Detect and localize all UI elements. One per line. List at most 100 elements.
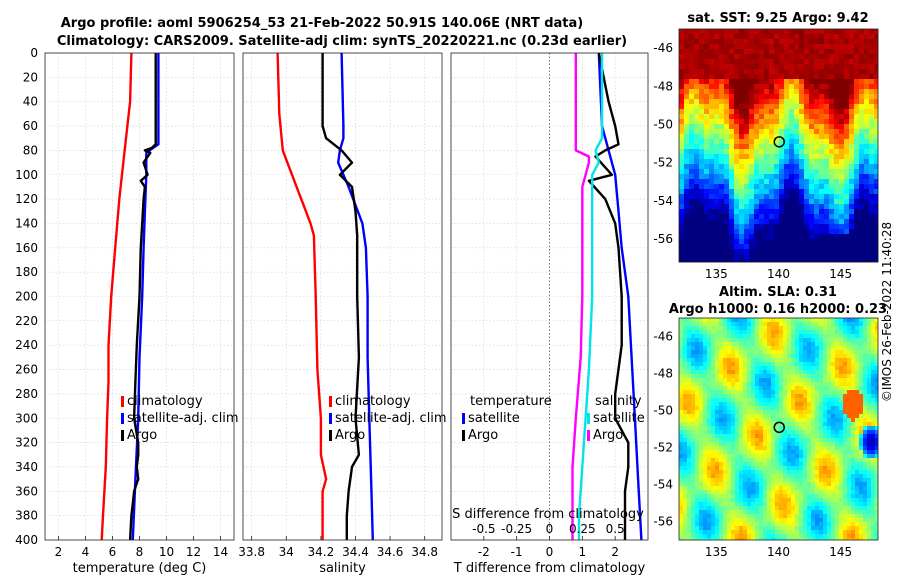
legend-item-swatch bbox=[462, 430, 465, 441]
x-tick-label: 34.4 bbox=[342, 545, 369, 559]
secondary-tick-label: 0 bbox=[546, 522, 554, 536]
map-y-tick-label: -48 bbox=[653, 79, 673, 93]
x-tick-label: 33.8 bbox=[238, 545, 265, 559]
x-axis-label: T difference from climatology bbox=[453, 561, 646, 576]
y-tick-label: 60 bbox=[23, 119, 38, 133]
legend-item-swatch bbox=[121, 413, 124, 424]
map-y-tick-label: -50 bbox=[653, 117, 673, 131]
sla-map-title-line2: Argo h1000: 0.16 h2000: 0.23 bbox=[669, 302, 887, 317]
map-y-tick-label: -54 bbox=[653, 194, 673, 208]
x-tick-label: 0 bbox=[546, 545, 554, 559]
legend-item-swatch bbox=[329, 396, 332, 407]
map-y-tick-label: -48 bbox=[653, 367, 673, 381]
map-y-tick-label: -52 bbox=[653, 441, 673, 455]
y-tick-label: 180 bbox=[15, 265, 38, 279]
y-tick-label: 320 bbox=[15, 436, 38, 450]
x-tick-label: 12 bbox=[186, 545, 201, 559]
y-tick-label: 100 bbox=[15, 168, 38, 182]
secondary-axis-label: S difference from climatology bbox=[452, 507, 644, 522]
x-axis-label: salinity bbox=[319, 561, 366, 576]
map-y-tick-label: -52 bbox=[653, 156, 673, 170]
sst-map-panel: 135 140 145 -46 -48 -50 -52 -54 -56 sat. SST: 9.2… bbox=[653, 11, 879, 281]
y-tick-label: 300 bbox=[15, 411, 38, 425]
legend-item-swatch bbox=[329, 430, 332, 441]
map-y-tick-label: -56 bbox=[653, 515, 673, 529]
map-x-tick-label: 145 bbox=[829, 267, 852, 281]
heatmap-cells bbox=[679, 29, 879, 263]
legend-item: satellite-adj. clim bbox=[127, 411, 239, 426]
series-line-argo bbox=[128, 53, 157, 541]
y-tick-label: 220 bbox=[15, 314, 38, 328]
secondary-tick-label: 0.5 bbox=[606, 522, 625, 536]
legend-item: satellite bbox=[593, 411, 645, 426]
heatmap-cells bbox=[679, 318, 879, 541]
y-tick-label: 260 bbox=[15, 363, 38, 377]
y-tick-label: 240 bbox=[15, 338, 38, 352]
map-frame bbox=[678, 317, 879, 541]
figure-title-line1: Argo profile: aoml 5906254_53 21-Feb-202… bbox=[61, 16, 583, 31]
series-line-t-satellite bbox=[597, 52, 643, 541]
legend-item-swatch bbox=[329, 413, 332, 424]
secondary-tick-label: -0.5 bbox=[472, 522, 495, 536]
series-line-s-satellite bbox=[577, 53, 604, 540]
legend-item: satellite-adj. clim bbox=[335, 411, 447, 426]
salinity-panel: 33.8 34 34.2 34.4 34.6 34.8 salinity climatolog… bbox=[238, 52, 447, 576]
map-x-tick-label: 145 bbox=[829, 545, 852, 559]
x-tick-label: 2 bbox=[611, 545, 619, 559]
argo-position-marker bbox=[773, 136, 785, 148]
y-tick-label: 340 bbox=[15, 460, 38, 474]
secondary-tick-label: 0.25 bbox=[569, 522, 596, 536]
y-tick-label: 0 bbox=[30, 46, 38, 60]
y-tick-label: 140 bbox=[15, 216, 38, 230]
x-axis-label: temperature (deg C) bbox=[73, 561, 207, 576]
map-x-tick-label: 135 bbox=[705, 267, 728, 281]
figure-title-line2: Climatology: CARS2009. Satellite-adj cli… bbox=[57, 34, 627, 49]
legend-item: climatology bbox=[127, 394, 203, 409]
legend-item-swatch bbox=[587, 430, 590, 441]
map-y-tick-label: -54 bbox=[653, 478, 673, 492]
legend-item-swatch bbox=[121, 396, 124, 407]
legend-item: Argo bbox=[593, 428, 623, 443]
map-y-tick-label: -50 bbox=[653, 404, 673, 418]
plot-frame bbox=[242, 52, 443, 541]
series-line-s-argo bbox=[571, 53, 591, 540]
map-y-tick-label: -46 bbox=[653, 41, 673, 55]
x-tick-label: -1 bbox=[511, 545, 523, 559]
sla-map-panel: 135 140 145 -46 -48 -50 -52 -54 -56 Altim. SLA: 0… bbox=[653, 285, 887, 559]
series-line-climatology bbox=[276, 52, 328, 540]
map-frame bbox=[678, 28, 879, 263]
temperature-panel: 2 4 6 8 10 12 14 temperature (deg C) 0 20 40 60 80 10… bbox=[15, 46, 239, 576]
legend-title-salinity: salinity bbox=[595, 394, 642, 409]
y-tick-label: 160 bbox=[15, 241, 38, 255]
legend-item: Argo bbox=[335, 428, 365, 443]
y-tick-label: 400 bbox=[15, 533, 38, 547]
legend-item-swatch bbox=[462, 413, 465, 424]
y-tick-label: 200 bbox=[15, 290, 38, 304]
x-tick-label: 2 bbox=[55, 545, 63, 559]
legend-item: Argo bbox=[127, 428, 157, 443]
x-tick-label: 34.8 bbox=[411, 545, 438, 559]
map-x-tick-label: 140 bbox=[767, 545, 790, 559]
x-tick-label: 10 bbox=[159, 545, 174, 559]
secondary-tick-label: -0.25 bbox=[501, 522, 532, 536]
series-line-climatology bbox=[100, 52, 133, 541]
sla-map-title-line1: Altim. SLA: 0.31 bbox=[719, 285, 837, 300]
y-tick-label: 380 bbox=[15, 509, 38, 523]
difference-panel: -2 -1 0 1 2 T difference from climatology temp… bbox=[450, 52, 649, 576]
x-tick-label: 34 bbox=[279, 545, 294, 559]
y-tick-label: 120 bbox=[15, 192, 38, 206]
y-tick-label: 360 bbox=[15, 484, 38, 498]
map-x-tick-label: 140 bbox=[767, 267, 790, 281]
series-line-t-argo bbox=[587, 52, 630, 540]
legend-title-temperature: temperature bbox=[470, 394, 552, 409]
legend-item: satellite bbox=[468, 411, 520, 426]
x-tick-label: 8 bbox=[136, 545, 144, 559]
legend-item-swatch bbox=[121, 430, 124, 441]
map-x-tick-label: 135 bbox=[705, 545, 728, 559]
legend-item-swatch bbox=[587, 413, 590, 424]
argo-position-marker bbox=[773, 421, 785, 434]
x-tick-label: 6 bbox=[109, 545, 117, 559]
y-tick-label: 20 bbox=[23, 70, 38, 84]
y-tick-label: 80 bbox=[23, 143, 38, 157]
